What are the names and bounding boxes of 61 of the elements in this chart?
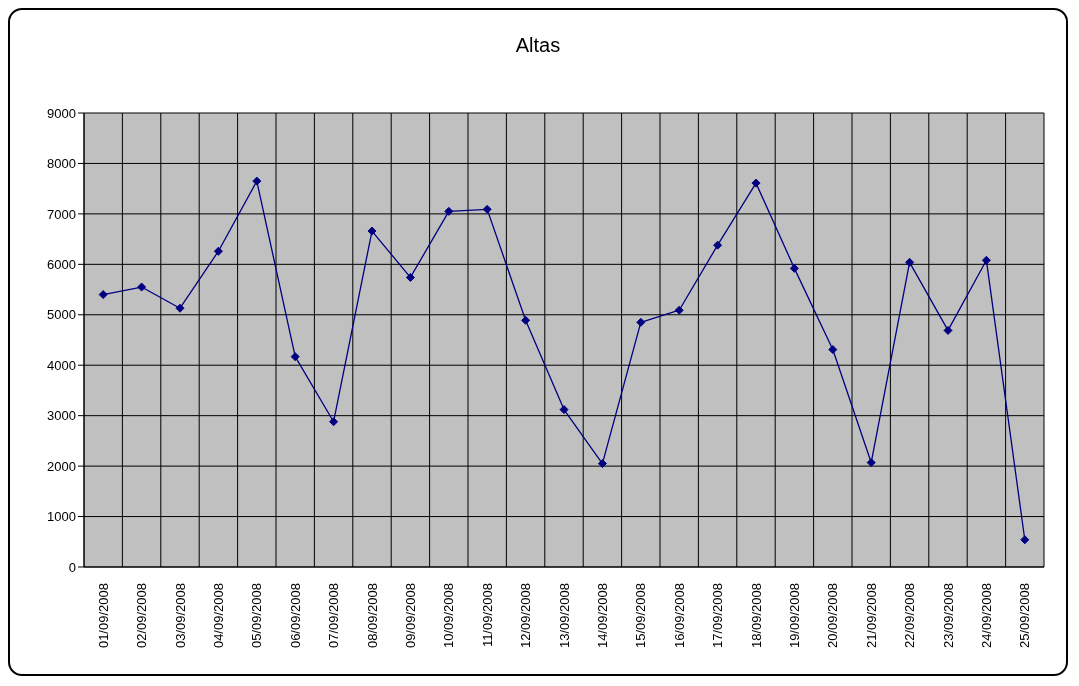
x-tick-label: 17/09/2008 xyxy=(710,583,726,649)
x-tick-label: 01/09/2008 xyxy=(95,583,111,649)
chart-title: Altas xyxy=(514,34,562,57)
x-tick-label: 02/09/2008 xyxy=(134,583,150,649)
y-tick-label: 1000 xyxy=(47,509,76,525)
x-tick-label: 12/09/2008 xyxy=(518,583,534,649)
y-tick-label: 2000 xyxy=(47,458,76,474)
point xyxy=(329,417,339,427)
point xyxy=(252,176,262,186)
point xyxy=(367,226,377,236)
x-tick-label: 04/09/2008 xyxy=(210,583,226,649)
y-tick-label: 6000 xyxy=(47,256,76,272)
point xyxy=(597,459,607,469)
point xyxy=(751,178,761,188)
point xyxy=(98,290,108,300)
point xyxy=(444,206,454,216)
x-tick-label: 06/09/2008 xyxy=(287,583,303,649)
point xyxy=(482,204,492,214)
point xyxy=(828,345,838,355)
x-tick-label: 15/09/2008 xyxy=(633,583,649,649)
x-tick-label: 18/09/2008 xyxy=(748,583,764,649)
x-tick-label: 16/09/2008 xyxy=(671,583,687,649)
x-tick-label: 08/09/2008 xyxy=(364,583,380,649)
point xyxy=(521,315,531,325)
x-tick-label: 22/09/2008 xyxy=(902,583,918,649)
point xyxy=(943,325,953,335)
point xyxy=(1020,535,1030,545)
y-tick-label: 9000 xyxy=(47,105,76,121)
point xyxy=(559,405,569,415)
x-tick-label: 21/09/2008 xyxy=(863,583,879,649)
point xyxy=(713,240,723,250)
point xyxy=(175,303,185,313)
y-tick-label: 0 xyxy=(68,559,76,575)
x-tick-label: 09/09/2008 xyxy=(402,583,418,649)
y-tick-label: 8000 xyxy=(47,156,76,172)
point xyxy=(213,246,223,256)
point xyxy=(905,257,915,267)
point xyxy=(674,305,684,315)
point xyxy=(405,272,415,282)
point xyxy=(981,255,991,265)
x-tick-label: 20/09/2008 xyxy=(825,583,841,649)
x-tick-label: 13/09/2008 xyxy=(556,583,572,649)
x-tick-label: 11/09/2008 xyxy=(479,583,495,648)
x-tick-label: 19/09/2008 xyxy=(786,583,802,649)
y-tick-label: 3000 xyxy=(47,408,76,424)
point xyxy=(789,263,799,273)
x-tick-label: 10/09/2008 xyxy=(441,583,457,649)
x-tick-label: 14/09/2008 xyxy=(594,583,610,649)
x-tick-label: 24/09/2008 xyxy=(978,583,994,649)
x-tick-label: 23/09/2008 xyxy=(940,583,956,649)
y-tick-label: 7000 xyxy=(47,206,76,222)
y-tick-label: 5000 xyxy=(47,307,76,323)
y-tick-label: 4000 xyxy=(47,357,76,373)
point xyxy=(290,352,300,362)
point xyxy=(137,282,147,292)
x-tick-label: 25/09/2008 xyxy=(1017,583,1033,649)
x-tick-label: 03/09/2008 xyxy=(172,583,188,649)
x-tick-label: 05/09/2008 xyxy=(249,583,265,649)
x-tick-label: 07/09/2008 xyxy=(326,583,342,649)
point xyxy=(636,317,646,327)
point xyxy=(866,458,876,468)
